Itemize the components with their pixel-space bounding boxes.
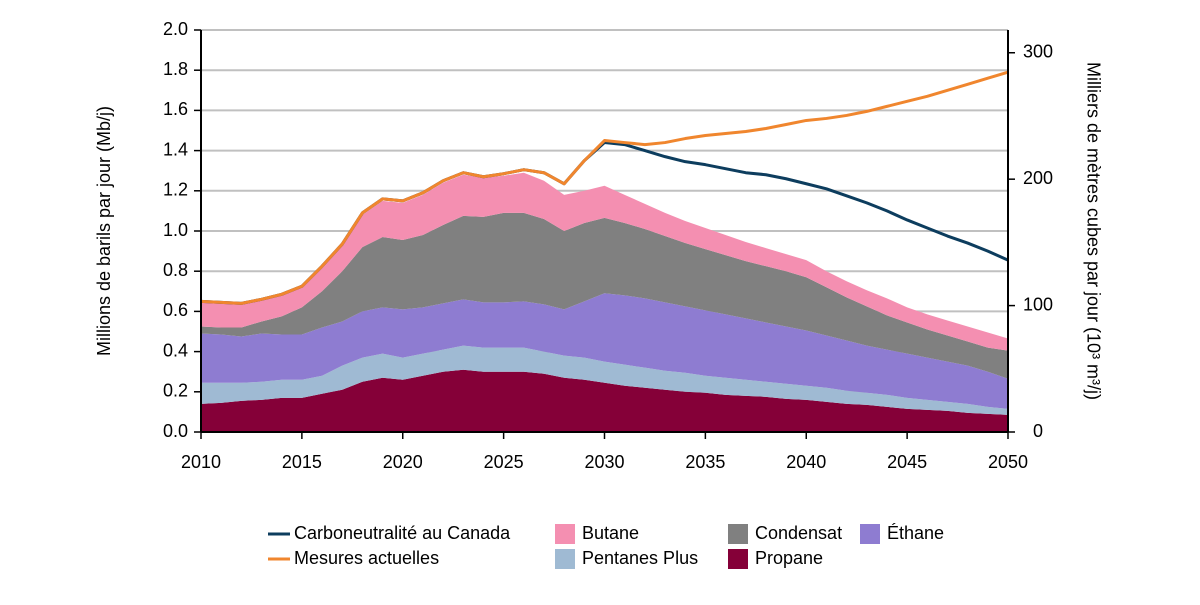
y-tick-label: 0.4 [163,340,188,360]
y-tick-label: 1.0 [163,220,188,240]
x-tick-label: 2040 [786,452,826,472]
legend-label: Mesures actuelles [294,548,439,568]
y-tick-label: 2.0 [163,19,188,39]
legend-label: Pentanes Plus [582,548,698,568]
line [200,70,1009,305]
legend-label: Propane [755,548,823,568]
y-tick-label: 0.0 [163,421,188,441]
x-tick-label: 2020 [383,452,423,472]
x-tick-label: 2035 [685,452,725,472]
legend-swatch [728,524,748,544]
y2-tick-label: 0 [1033,421,1043,441]
x-tick-label: 2045 [887,452,927,472]
y-tick-label: 1.6 [163,99,188,119]
legend-swatch [555,524,575,544]
y2-tick-label: 200 [1023,168,1053,188]
y2-axis-title: Milliers de mètres cubes par jour (10³ m… [1083,62,1103,400]
x-tick-label: 2030 [584,452,624,472]
legend-swatch [860,524,880,544]
y-tick-label: 1.2 [163,180,188,200]
legend-swatch [555,549,575,569]
legend-label: Butane [582,523,639,543]
y-axis-title: Millions de barils par jour (Mb/j) [94,106,114,356]
x-tick-label: 2025 [484,452,524,472]
x-tick-label: 2050 [988,452,1028,472]
y-tick-label: 1.4 [163,139,188,159]
x-tick-label: 2010 [181,452,221,472]
y2-tick-label: 300 [1023,42,1053,62]
area [201,172,1008,351]
legend-label: Éthane [887,523,944,543]
y-tick-label: 0.6 [163,300,188,320]
y-tick-label: 0.2 [163,381,188,401]
x-tick-label: 2015 [282,452,322,472]
area [201,212,1008,379]
area [201,369,1008,432]
y-tick-label: 0.8 [163,260,188,280]
y-tick-label: 1.8 [163,59,188,79]
legend-label: Carboneutralité au Canada [294,523,511,543]
area [201,293,1008,409]
legend-label: Condensat [755,523,842,543]
y2-tick-label: 100 [1023,294,1053,314]
legend-swatch [728,549,748,569]
area [201,345,1008,415]
